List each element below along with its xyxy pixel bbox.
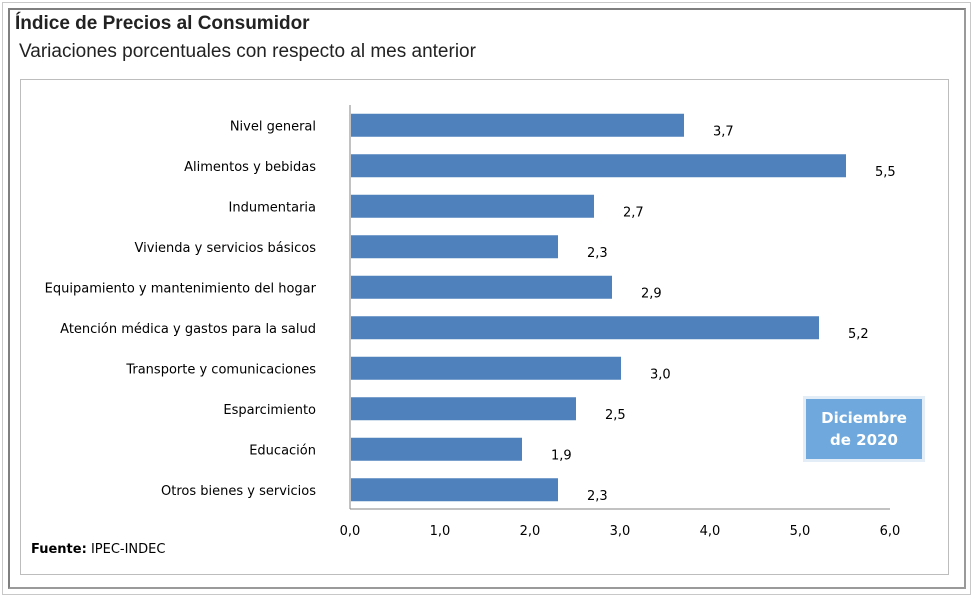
bar xyxy=(351,397,576,421)
data-label: 2,3 xyxy=(587,489,608,504)
bar xyxy=(351,437,522,461)
category-label: Atención médica y gastos para la salud xyxy=(60,322,316,337)
category-label: Educación xyxy=(249,443,316,458)
data-label: 2,7 xyxy=(623,205,644,220)
data-label: 2,3 xyxy=(587,246,608,261)
bar xyxy=(351,478,558,502)
bar xyxy=(351,154,846,178)
data-label: 2,9 xyxy=(641,286,662,301)
data-label: 3,0 xyxy=(650,367,671,382)
x-tick-label: 4,0 xyxy=(700,524,721,539)
bar xyxy=(351,275,612,299)
badge-line-2: de 2020 xyxy=(830,431,898,449)
x-tick-label: 6,0 xyxy=(880,524,901,539)
category-label: Transporte y comunicaciones xyxy=(125,362,316,377)
category-label: Alimentos y bebidas xyxy=(184,160,316,175)
date-badge: Diciembre de 2020 xyxy=(803,396,925,462)
bar xyxy=(351,316,819,340)
category-label: Indumentaria xyxy=(229,200,316,215)
data-label: 5,5 xyxy=(875,165,896,180)
x-tick-label: 0,0 xyxy=(340,524,361,539)
plot-area xyxy=(20,79,949,575)
bar xyxy=(351,113,684,137)
x-tick-label: 2,0 xyxy=(520,524,541,539)
data-label: 3,7 xyxy=(713,124,734,139)
source-label: Fuente: xyxy=(31,542,87,557)
data-label: 1,9 xyxy=(551,448,572,463)
bar xyxy=(351,356,621,380)
badge-line-1: Diciembre xyxy=(821,409,907,427)
source-note: Fuente: IPEC-INDEC xyxy=(31,542,165,557)
outer-border xyxy=(2,2,971,595)
x-tick-label: 1,0 xyxy=(430,524,451,539)
chart-frame xyxy=(8,8,966,589)
bar xyxy=(351,235,558,259)
data-label: 5,2 xyxy=(848,327,869,342)
category-label: Equipamiento y mantenimiento del hogar xyxy=(45,281,317,296)
chart-subtitle: Variaciones porcentuales con respecto al… xyxy=(19,41,476,62)
data-label: 2,5 xyxy=(605,408,626,423)
chart-title: Índice de Precios al Consumidor xyxy=(15,13,310,34)
category-label: Esparcimiento xyxy=(223,403,316,418)
source-text: IPEC-INDEC xyxy=(90,542,166,557)
category-label: Vivienda y servicios básicos xyxy=(135,241,317,256)
x-tick-label: 3,0 xyxy=(610,524,631,539)
x-tick-label: 5,0 xyxy=(790,524,811,539)
bar xyxy=(351,194,594,218)
category-label: Otros bienes y servicios xyxy=(161,484,316,499)
category-label: Nivel general xyxy=(230,119,316,134)
